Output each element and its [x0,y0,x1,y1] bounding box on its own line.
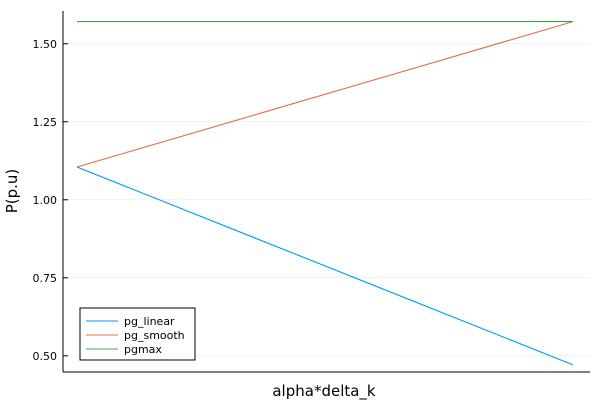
y-tick-label: 1.25 [33,116,58,129]
legend-label: pg_smooth [124,329,185,342]
y-axis-label: P(p.u) [3,169,21,214]
series-lines [76,21,574,366]
x-axis-label: alpha*delta_k [272,382,376,400]
grid-lines [63,43,590,357]
y-tick-labels: 0.50 0.75 1.00 1.25 1.50 [33,38,68,363]
legend-label: pgmax [124,343,162,356]
y-tick-label: 1.00 [33,194,58,207]
legend-label: pg_linear [124,315,175,328]
axes [62,11,590,373]
series-line-pg-linear [76,166,574,366]
legend-box [79,307,196,361]
y-tick-label: 0.50 [33,350,58,363]
y-tick-label: 0.75 [33,272,58,285]
y-tick-label: 1.50 [33,38,58,51]
series-line-pg-smooth [76,21,574,168]
